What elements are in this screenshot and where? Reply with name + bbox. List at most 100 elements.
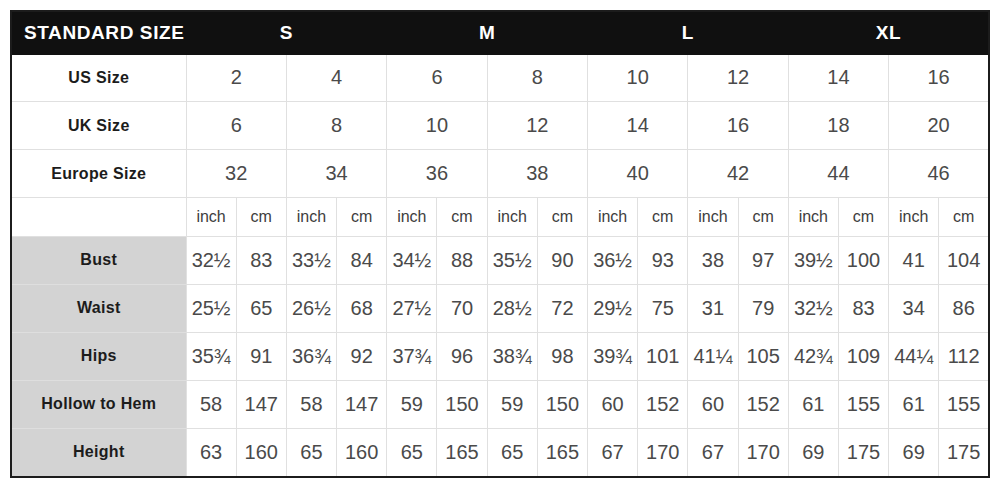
value-cell: 170 (638, 428, 688, 477)
measurement-row: Waist25½6526½6827½7028½7229½75317932½833… (11, 284, 989, 332)
value-cell: 36¾ (286, 332, 336, 380)
value-cell: 65 (236, 284, 286, 332)
value-cell: 44¼ (889, 332, 939, 380)
row-label: Hips (11, 332, 186, 380)
row-label: Hollow to Hem (11, 380, 186, 428)
size-chart-table: STANDARD SIZESMLXL US Size246810121416UK… (10, 10, 990, 478)
unit-cell: inch (186, 198, 236, 237)
unit-row-label (11, 198, 186, 237)
size-cell: 38 (487, 150, 587, 198)
value-cell: 92 (337, 332, 387, 380)
value-cell: 147 (236, 380, 286, 428)
value-cell: 175 (838, 428, 888, 477)
value-cell: 58 (186, 380, 236, 428)
value-cell: 70 (437, 284, 487, 332)
value-cell: 90 (537, 236, 587, 284)
size-cell: 14 (788, 54, 888, 102)
value-cell: 160 (236, 428, 286, 477)
value-cell: 32½ (788, 284, 838, 332)
size-cell: 12 (688, 54, 788, 102)
row-label: Height (11, 428, 186, 477)
value-cell: 39¾ (588, 332, 638, 380)
value-cell: 33½ (286, 236, 336, 284)
unit-cell: cm (838, 198, 888, 237)
value-cell: 98 (537, 332, 587, 380)
value-cell: 69 (889, 428, 939, 477)
value-cell: 75 (638, 284, 688, 332)
value-cell: 61 (788, 380, 838, 428)
unit-cell: inch (387, 198, 437, 237)
unit-cell: cm (738, 198, 788, 237)
row-label: US Size (11, 54, 186, 102)
measurement-row: Hollow to Hem581475814759150591506015260… (11, 380, 989, 428)
value-cell: 79 (738, 284, 788, 332)
standard-size-title: STANDARD SIZE (11, 11, 186, 54)
size-cell: 12 (487, 102, 587, 150)
value-cell: 61 (889, 380, 939, 428)
value-cell: 152 (638, 380, 688, 428)
row-label: Bust (11, 236, 186, 284)
value-cell: 104 (939, 236, 989, 284)
unit-cell: inch (688, 198, 738, 237)
value-cell: 63 (186, 428, 236, 477)
measurement-row: Bust32½8333½8434½8835½9036½93389739½1004… (11, 236, 989, 284)
row-label: Waist (11, 284, 186, 332)
size-row: UK Size68101214161820 (11, 102, 989, 150)
size-cell: 42 (688, 150, 788, 198)
value-cell: 38 (688, 236, 738, 284)
measurement-row: Hips35¾9136¾9237¾9638¾9839¾10141¼10542¾1… (11, 332, 989, 380)
value-cell: 31 (688, 284, 738, 332)
value-cell: 155 (939, 380, 989, 428)
size-chart-body: US Size246810121416UK Size68101214161820… (11, 54, 989, 477)
value-cell: 60 (688, 380, 738, 428)
value-cell: 69 (788, 428, 838, 477)
value-cell: 93 (638, 236, 688, 284)
value-cell: 59 (387, 380, 437, 428)
value-cell: 160 (337, 428, 387, 477)
value-cell: 65 (286, 428, 336, 477)
size-cell: 32 (186, 150, 286, 198)
unit-row: inchcminchcminchcminchcminchcminchcminch… (11, 198, 989, 237)
value-cell: 150 (437, 380, 487, 428)
value-cell: 41 (889, 236, 939, 284)
value-cell: 68 (337, 284, 387, 332)
size-cell: 44 (788, 150, 888, 198)
size-cell: 14 (588, 102, 688, 150)
size-cell: 16 (688, 102, 788, 150)
size-row: Europe Size3234363840424446 (11, 150, 989, 198)
value-cell: 34½ (387, 236, 437, 284)
value-cell: 83 (236, 236, 286, 284)
size-group-header-s: S (186, 11, 387, 54)
value-cell: 112 (939, 332, 989, 380)
value-cell: 152 (738, 380, 788, 428)
unit-cell: inch (788, 198, 838, 237)
size-cell: 8 (487, 54, 587, 102)
value-cell: 38¾ (487, 332, 537, 380)
size-cell: 4 (286, 54, 386, 102)
unit-cell: cm (638, 198, 688, 237)
value-cell: 155 (838, 380, 888, 428)
unit-cell: cm (939, 198, 989, 237)
value-cell: 72 (537, 284, 587, 332)
value-cell: 25½ (186, 284, 236, 332)
size-cell: 6 (186, 102, 286, 150)
size-cell: 2 (186, 54, 286, 102)
size-cell: 40 (588, 150, 688, 198)
value-cell: 83 (838, 284, 888, 332)
value-cell: 97 (738, 236, 788, 284)
value-cell: 84 (337, 236, 387, 284)
value-cell: 29½ (588, 284, 638, 332)
row-label: Europe Size (11, 150, 186, 198)
size-cell: 10 (588, 54, 688, 102)
value-cell: 32½ (186, 236, 236, 284)
value-cell: 35½ (487, 236, 537, 284)
unit-cell: inch (487, 198, 537, 237)
value-cell: 67 (588, 428, 638, 477)
value-cell: 26½ (286, 284, 336, 332)
value-cell: 67 (688, 428, 738, 477)
size-cell: 20 (889, 102, 989, 150)
value-cell: 59 (487, 380, 537, 428)
unit-cell: cm (236, 198, 286, 237)
size-group-header-xl: XL (788, 11, 989, 54)
size-chart-head: STANDARD SIZESMLXL (11, 11, 989, 54)
